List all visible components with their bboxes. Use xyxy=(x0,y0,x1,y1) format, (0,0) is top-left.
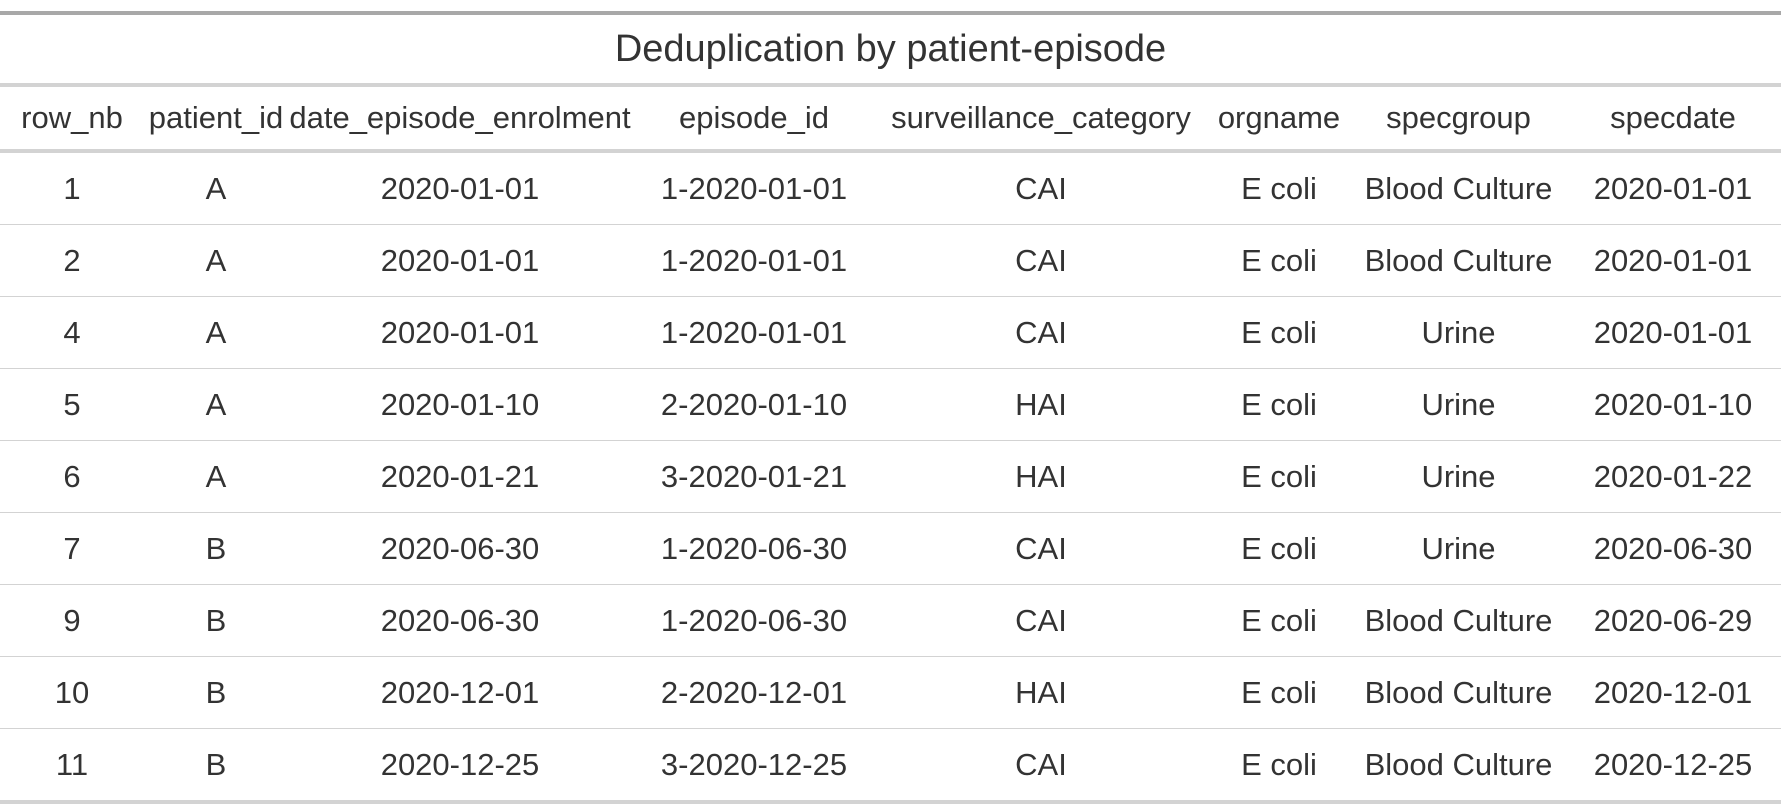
table-cell: E coli xyxy=(1206,728,1352,804)
table-row: 10 B 2020-12-01 2-2020-12-01 HAI E coli … xyxy=(0,656,1781,729)
table-cell: 2020-01-01 xyxy=(288,151,632,225)
table-cell: B xyxy=(144,656,288,729)
table-cell: 6 xyxy=(0,440,144,513)
column-header: specdate xyxy=(1565,85,1781,153)
column-header: date_episode_enrolment xyxy=(288,85,632,153)
table-cell: 2020-01-01 xyxy=(288,224,632,297)
column-header: row_nb xyxy=(0,85,144,153)
table-cell: E coli xyxy=(1206,584,1352,657)
table-cell: A xyxy=(144,151,288,225)
table-row: 7 B 2020-06-30 1-2020-06-30 CAI E coli U… xyxy=(0,512,1781,585)
table-cell: 1 xyxy=(0,151,144,225)
table-cell: 1-2020-06-30 xyxy=(632,512,876,585)
table-cell: 2020-06-30 xyxy=(288,512,632,585)
table-row: 4 A 2020-01-01 1-2020-01-01 CAI E coli U… xyxy=(0,296,1781,369)
table-cell: 9 xyxy=(0,584,144,657)
table-cell: 2 xyxy=(0,224,144,297)
table-cell: A xyxy=(144,296,288,369)
column-header: surveillance_category xyxy=(876,85,1206,153)
table-cell: 2020-01-10 xyxy=(288,368,632,441)
table-cell: 2-2020-12-01 xyxy=(632,656,876,729)
table-cell: Urine xyxy=(1352,440,1565,513)
table-cell: B xyxy=(144,584,288,657)
table-cell: CAI xyxy=(876,224,1206,297)
table-cell: 2020-06-29 xyxy=(1565,584,1781,657)
table-row: 5 A 2020-01-10 2-2020-01-10 HAI E coli U… xyxy=(0,368,1781,441)
table-cell: 2020-01-10 xyxy=(1565,368,1781,441)
table-cell: 10 xyxy=(0,656,144,729)
table-row: 6 A 2020-01-21 3-2020-01-21 HAI E coli U… xyxy=(0,440,1781,513)
table-cell: 2020-12-25 xyxy=(288,728,632,804)
table-cell: CAI xyxy=(876,584,1206,657)
table-cell: CAI xyxy=(876,151,1206,225)
table-cell: 2020-06-30 xyxy=(288,584,632,657)
column-header: specgroup xyxy=(1352,85,1565,153)
table-row: 11 B 2020-12-25 3-2020-12-25 CAI E coli … xyxy=(0,728,1781,804)
table-cell: HAI xyxy=(876,656,1206,729)
table-cell: E coli xyxy=(1206,151,1352,225)
table-row: 9 B 2020-06-30 1-2020-06-30 CAI E coli B… xyxy=(0,584,1781,657)
table-cell: 3-2020-01-21 xyxy=(632,440,876,513)
table-cell: A xyxy=(144,368,288,441)
table-cell: 11 xyxy=(0,728,144,804)
table-cell: Blood Culture xyxy=(1352,656,1565,729)
table-cell: 2020-01-01 xyxy=(1565,224,1781,297)
table-cell: Urine xyxy=(1352,512,1565,585)
table-cell: B xyxy=(144,512,288,585)
table-cell: E coli xyxy=(1206,440,1352,513)
table-title: Deduplication by patient-episode xyxy=(0,11,1781,87)
column-header: orgname xyxy=(1206,85,1352,153)
table-cell: 2020-12-01 xyxy=(288,656,632,729)
table-cell: HAI xyxy=(876,440,1206,513)
table-cell: 1-2020-01-01 xyxy=(632,224,876,297)
table-cell: 5 xyxy=(0,368,144,441)
table-cell: 2020-12-25 xyxy=(1565,728,1781,804)
table-cell: 2020-01-21 xyxy=(288,440,632,513)
table-cell: 7 xyxy=(0,512,144,585)
column-header: patient_id xyxy=(144,85,288,153)
table-cell: Blood Culture xyxy=(1352,584,1565,657)
column-header: episode_id xyxy=(632,85,876,153)
deduplication-table: Deduplication by patient-episode row_nb … xyxy=(0,11,1781,804)
table-cell: CAI xyxy=(876,728,1206,804)
header-row: row_nb patient_id date_episode_enrolment… xyxy=(0,85,1781,153)
table-cell: 1-2020-01-01 xyxy=(632,296,876,369)
table-cell: 1-2020-06-30 xyxy=(632,584,876,657)
table-cell: 1-2020-01-01 xyxy=(632,151,876,225)
table-cell: Blood Culture xyxy=(1352,224,1565,297)
table-cell: 2020-01-22 xyxy=(1565,440,1781,513)
table-cell: 2-2020-01-10 xyxy=(632,368,876,441)
table-cell: HAI xyxy=(876,368,1206,441)
table-cell: E coli xyxy=(1206,656,1352,729)
table-cell: 2020-12-01 xyxy=(1565,656,1781,729)
table-cell: CAI xyxy=(876,512,1206,585)
table-cell: E coli xyxy=(1206,296,1352,369)
table-cell: E coli xyxy=(1206,512,1352,585)
table-cell: Urine xyxy=(1352,296,1565,369)
table-cell: Blood Culture xyxy=(1352,728,1565,804)
table-cell: E coli xyxy=(1206,224,1352,297)
table-cell: 4 xyxy=(0,296,144,369)
table-cell: Blood Culture xyxy=(1352,151,1565,225)
table-row: 2 A 2020-01-01 1-2020-01-01 CAI E coli B… xyxy=(0,224,1781,297)
table-cell: 2020-01-01 xyxy=(288,296,632,369)
table-cell: 2020-01-01 xyxy=(1565,296,1781,369)
table-cell: A xyxy=(144,224,288,297)
table-cell: CAI xyxy=(876,296,1206,369)
table-row: 1 A 2020-01-01 1-2020-01-01 CAI E coli B… xyxy=(0,151,1781,225)
table-cell: 2020-06-30 xyxy=(1565,512,1781,585)
table-cell: 2020-01-01 xyxy=(1565,151,1781,225)
table-cell: A xyxy=(144,440,288,513)
table-cell: B xyxy=(144,728,288,804)
table-cell: 3-2020-12-25 xyxy=(632,728,876,804)
table-cell: E coli xyxy=(1206,368,1352,441)
table-cell: Urine xyxy=(1352,368,1565,441)
